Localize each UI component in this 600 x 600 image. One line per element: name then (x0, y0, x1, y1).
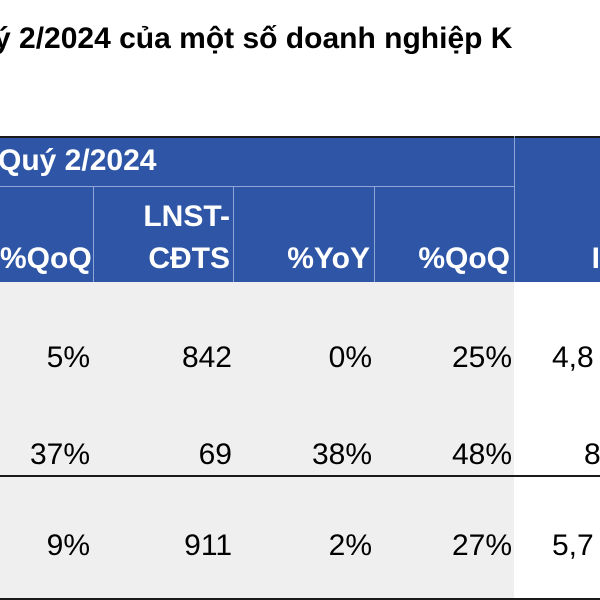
header-qoq-2: %QoQ (418, 242, 510, 275)
header-col-divider (233, 186, 234, 282)
header-col-divider (374, 186, 375, 282)
table-cell: 0% (328, 341, 372, 374)
table-cell: 69 (198, 438, 232, 471)
header-top-border (0, 136, 600, 138)
header-lnst-line1: LNST- (143, 200, 230, 233)
table-cell: 27% (451, 529, 512, 562)
table-cell: 38% (311, 438, 372, 471)
header-yoy: %YoY (287, 242, 370, 275)
table-cell: 37% (29, 438, 90, 471)
header-col-divider (514, 136, 515, 282)
header-divider (0, 186, 514, 187)
table-cell: 9% (46, 529, 90, 562)
table-bottom-border (0, 598, 600, 600)
table-cell: 5% (46, 341, 90, 374)
table-cell: 48% (451, 438, 512, 471)
table-cell: 2% (328, 529, 372, 562)
table-cell: 5,7 (552, 529, 594, 562)
header-last-col: I (591, 242, 600, 275)
table-cell: 8 (584, 438, 600, 471)
group-header-label: Quý 2/2024 (0, 144, 157, 177)
total-separator-line (0, 475, 600, 477)
header-col-divider (93, 186, 94, 282)
table-header (0, 136, 600, 282)
body-white-col (514, 282, 600, 600)
page-title: ý 2/2024 của một số doanh nghiệp K (0, 22, 513, 55)
header-qoq-1: %QoQ (0, 242, 92, 275)
table-cell: 4,8 (552, 341, 594, 374)
table-cell: 842 (181, 341, 232, 374)
header-lnst-line2: CĐTS (148, 242, 230, 275)
table-body (0, 282, 600, 600)
table-cell: 25% (451, 341, 512, 374)
table-cell: 911 (184, 529, 232, 562)
